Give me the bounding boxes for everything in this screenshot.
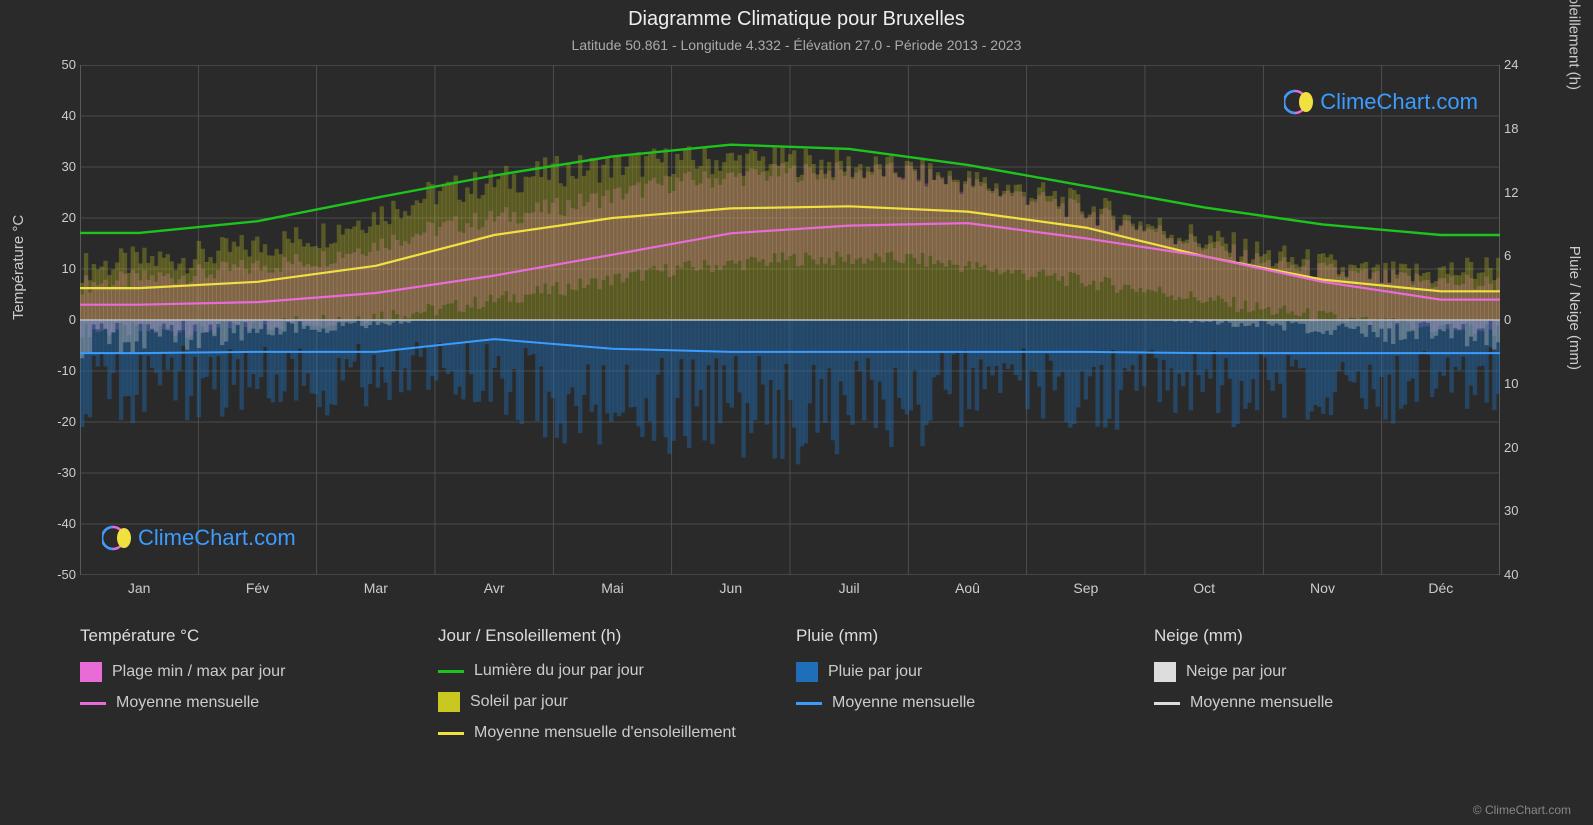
legend-item: Moyenne mensuelle d'ensoleillement <box>438 724 784 742</box>
legend-header: Jour / Ensoleillement (h) <box>438 626 784 646</box>
legend-column: Pluie (mm) Pluie par jour Moyenne mensuell… <box>796 626 1142 742</box>
legend-item: Neige par jour <box>1154 662 1500 682</box>
chart-title: Diagramme Climatique pour Bruxelles <box>0 8 1593 31</box>
right-axis-ticks-bot: 10203040 <box>1504 65 1544 575</box>
legend-item-label: Moyenne mensuelle <box>832 694 975 712</box>
legend-column: Neige (mm) Neige par jour Moyenne mensuell… <box>1154 626 1500 742</box>
legend-item-label: Pluie par jour <box>828 663 922 681</box>
legend-item-label: Plage min / max par jour <box>112 663 285 681</box>
temp-tick-label: -50 <box>40 567 76 582</box>
month-label: Juil <box>839 580 860 596</box>
legend-header: Température °C <box>80 626 426 646</box>
legend-item: Plage min / max par jour <box>80 662 426 682</box>
month-label: Avr <box>484 580 505 596</box>
month-label: Mai <box>601 580 624 596</box>
legend-item: Moyenne mensuelle <box>1154 694 1500 712</box>
month-label: Jan <box>128 580 151 596</box>
month-label: Jun <box>720 580 743 596</box>
legend-swatch-icon <box>1154 662 1176 682</box>
legend-item-label: Soleil par jour <box>470 693 568 711</box>
temp-tick-label: 50 <box>40 57 76 72</box>
legend-item: Moyenne mensuelle <box>796 694 1142 712</box>
legend-header: Neige (mm) <box>1154 626 1500 646</box>
title-block: Diagramme Climatique pour Bruxelles Lati… <box>0 0 1593 53</box>
precip-tick-label: 40 <box>1504 567 1540 582</box>
logo-text: ClimeChart.com <box>138 525 296 551</box>
y-axis-label-right-top: Jour / Ensoleillement (h) <box>1566 0 1583 90</box>
copyright-text: © ClimeChart.com <box>1473 803 1571 817</box>
legend-line-icon <box>438 732 464 735</box>
legend-item: Lumière du jour par jour <box>438 662 784 680</box>
temp-tick-label: -30 <box>40 465 76 480</box>
legend-column: Température °C Plage min / max par jour Mo… <box>80 626 426 742</box>
logo-bottom-left: ClimeChart.com <box>102 523 296 553</box>
month-label: Aoû <box>955 580 980 596</box>
climate-chart-container: Diagramme Climatique pour Bruxelles Lati… <box>0 0 1593 825</box>
temp-tick-label: 20 <box>40 210 76 225</box>
legend-swatch-icon <box>438 692 460 712</box>
legend-swatch-icon <box>80 662 102 682</box>
legend: Température °C Plage min / max par jour Mo… <box>80 626 1500 742</box>
temp-tick-label: 40 <box>40 108 76 123</box>
legend-item: Pluie par jour <box>796 662 1142 682</box>
legend-line-icon <box>796 702 822 705</box>
legend-line-icon <box>80 702 106 705</box>
month-label: Mar <box>364 580 388 596</box>
month-label: Nov <box>1310 580 1335 596</box>
precip-tick-label: 10 <box>1504 376 1540 391</box>
temp-tick-label: -10 <box>40 363 76 378</box>
legend-item-label: Moyenne mensuelle <box>1190 694 1333 712</box>
chart-plot-area: ClimeChart.com ClimeChart.com <box>80 65 1500 575</box>
climechart-logo-icon <box>102 523 132 553</box>
month-label: Fév <box>246 580 269 596</box>
legend-item-label: Neige par jour <box>1186 663 1287 681</box>
precip-tick-label: 30 <box>1504 503 1540 518</box>
y-axis-label-right-bot: Pluie / Neige (mm) <box>1566 246 1583 370</box>
legend-item-label: Moyenne mensuelle <box>116 694 259 712</box>
logo-text: ClimeChart.com <box>1320 89 1478 115</box>
logo-top-right: ClimeChart.com <box>1284 87 1478 117</box>
temp-tick-label: 30 <box>40 159 76 174</box>
temp-tick-label: -40 <box>40 516 76 531</box>
temp-tick-label: -20 <box>40 414 76 429</box>
legend-header: Pluie (mm) <box>796 626 1142 646</box>
legend-item-label: Moyenne mensuelle d'ensoleillement <box>474 724 736 742</box>
month-label: Oct <box>1193 580 1215 596</box>
climechart-logo-icon <box>1284 87 1314 117</box>
legend-swatch-icon <box>796 662 818 682</box>
chart-subtitle: Latitude 50.861 - Longitude 4.332 - Élév… <box>0 37 1593 53</box>
legend-line-icon <box>1154 702 1180 705</box>
temp-tick-label: 10 <box>40 261 76 276</box>
temp-tick-label: 0 <box>40 312 76 327</box>
legend-column: Jour / Ensoleillement (h) Lumière du jour… <box>438 626 784 742</box>
precip-tick-label: 20 <box>1504 440 1540 455</box>
legend-item-label: Lumière du jour par jour <box>474 662 644 680</box>
legend-item: Soleil par jour <box>438 692 784 712</box>
month-label: Déc <box>1428 580 1453 596</box>
left-axis-ticks: 50403020100-10-20-30-40-50 <box>40 65 80 575</box>
legend-item: Moyenne mensuelle <box>80 694 426 712</box>
month-label: Sep <box>1073 580 1098 596</box>
month-axis-labels: Jan Fév Mar Avr Mai Jun Juil Aoû Sep Oct Nov Déc <box>80 580 1500 604</box>
legend-line-icon <box>438 670 464 673</box>
y-axis-label-left: Température °C <box>10 215 27 320</box>
